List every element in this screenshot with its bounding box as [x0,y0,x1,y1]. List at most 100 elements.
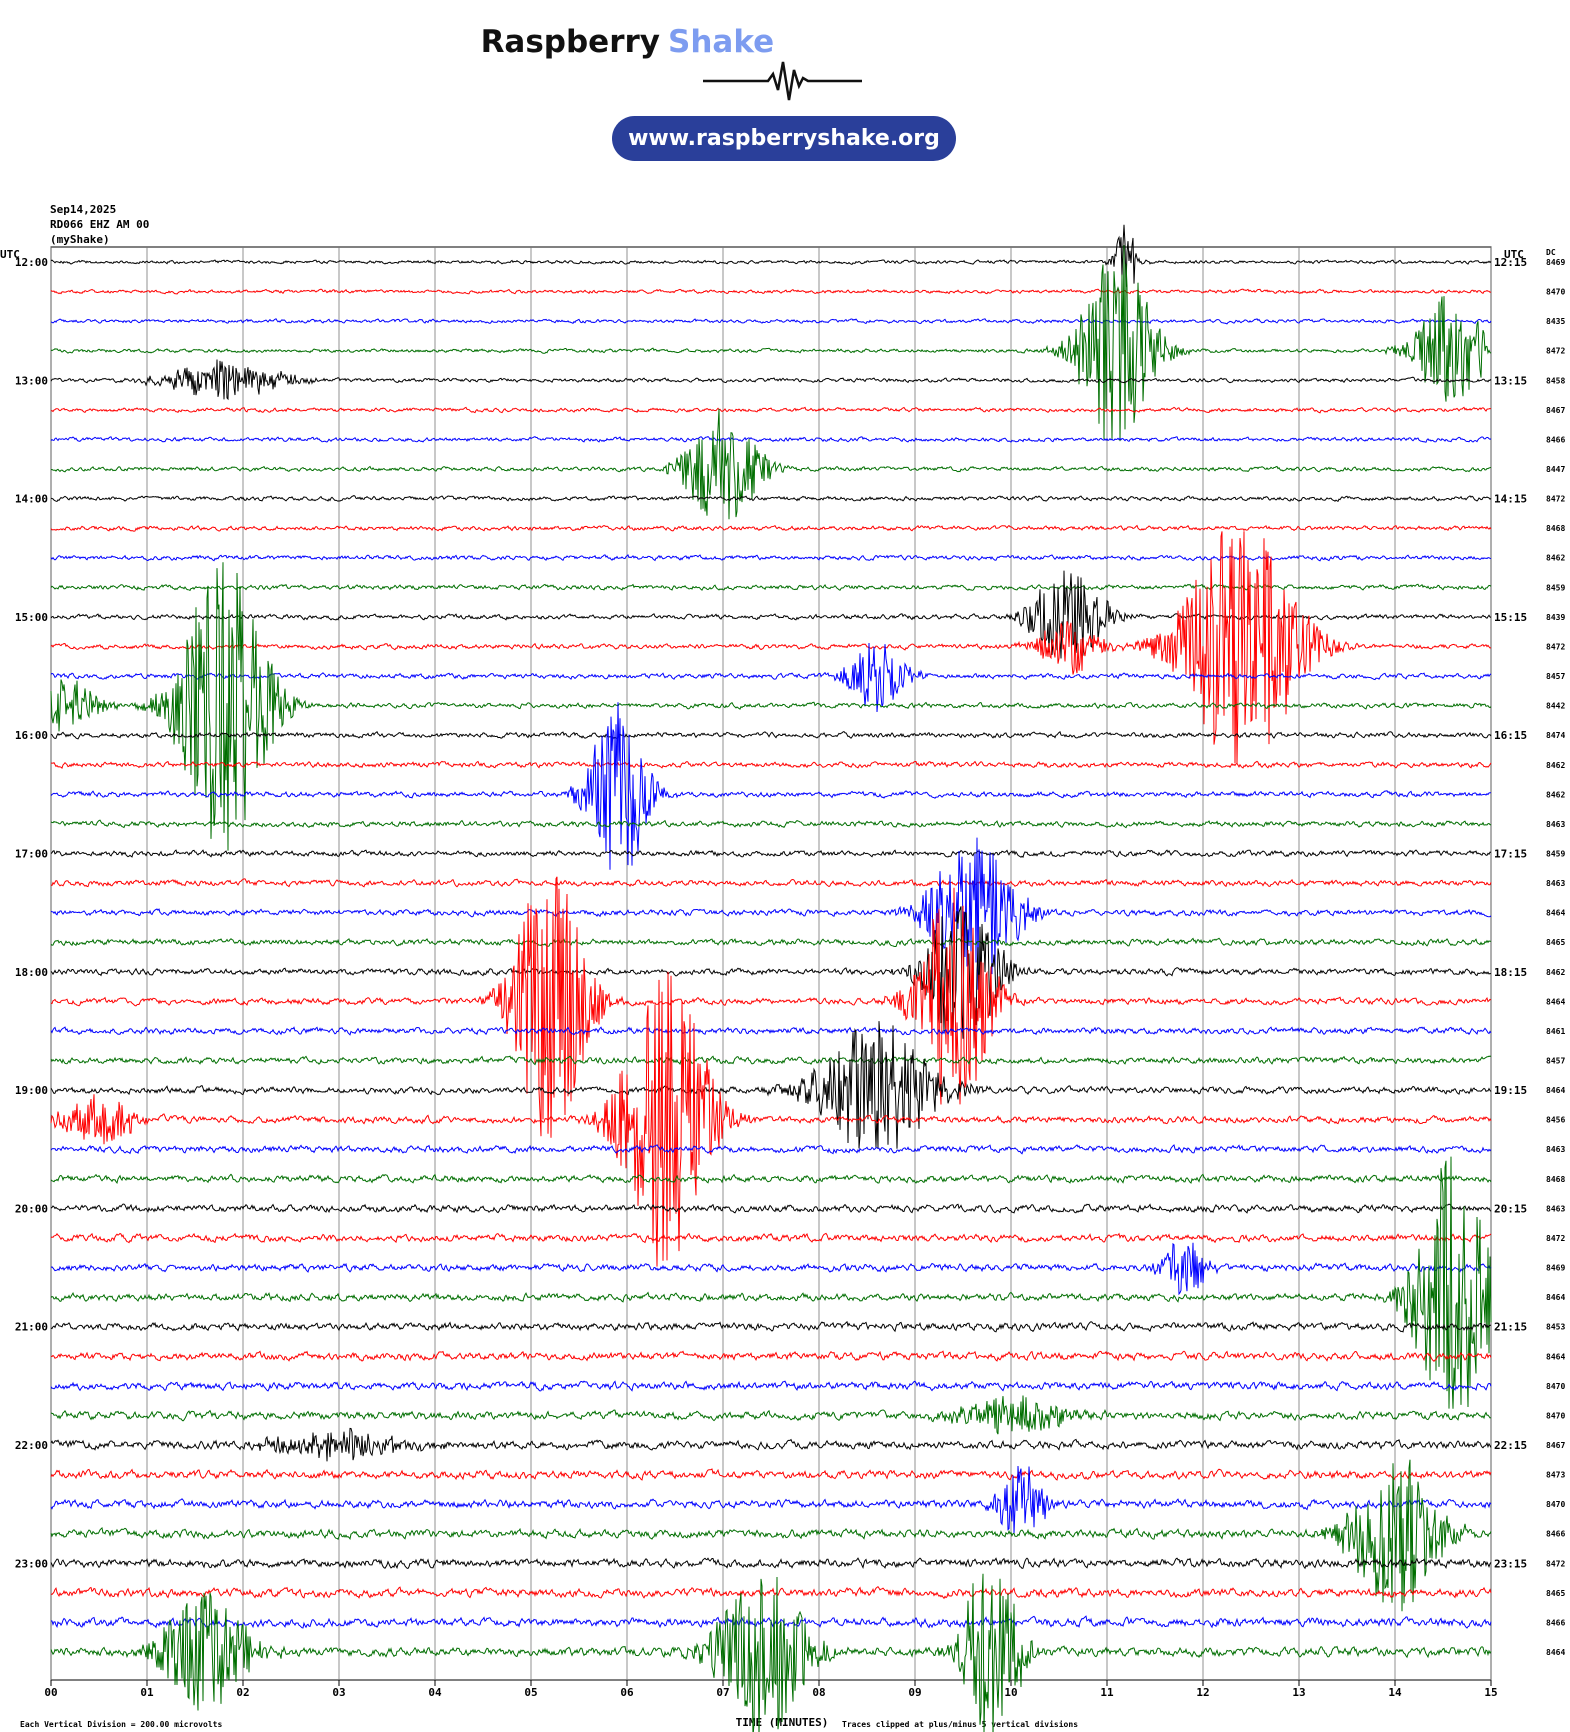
dc-value: 8470 [1546,1411,1565,1420]
trace [50,524,1492,532]
left-time: 20:00 [15,1202,48,1215]
left-time: 18:00 [15,966,48,979]
x-tick-label: 08 [812,1686,825,1699]
x-tick-label: 07 [716,1686,729,1699]
dc-value: 8463 [1546,1145,1565,1154]
right-time: 21:15 [1494,1321,1527,1334]
dc-value: 8463 [1546,820,1565,829]
dc-value: 8439 [1546,613,1565,622]
dc-value: 8470 [1546,1382,1565,1391]
right-time: 22:15 [1494,1439,1527,1452]
x-tick-label: 15 [1484,1686,1497,1699]
x-tick-label: 14 [1388,1686,1402,1699]
x-tick-label: 12 [1196,1686,1209,1699]
trace [50,1320,1492,1333]
x-tick-label: 11 [1100,1686,1114,1699]
dc-value: 8472 [1546,347,1565,356]
trace [50,1350,1492,1363]
trace [50,1203,1492,1214]
dc-value: 8464 [1546,1352,1565,1361]
trace [50,436,1492,443]
left-time: 15:00 [15,611,48,624]
trace [50,1465,1492,1534]
dc-value: 8464 [1546,1086,1565,1095]
x-tick-label: 00 [44,1686,57,1699]
trace [50,318,1492,325]
trace [50,1026,1492,1036]
trace [50,819,1492,829]
dc-label: DC [1546,248,1556,257]
x-tick-label: 13 [1292,1686,1305,1699]
x-tick-label: 04 [428,1686,442,1699]
dc-value: 8472 [1546,1234,1565,1243]
dc-value: 8468 [1546,1175,1565,1184]
right-time: 13:15 [1494,374,1527,387]
dc-value: 8459 [1546,849,1565,858]
info-date: Sep14,2025 [50,203,116,216]
trace [50,1573,1492,1732]
trace [50,878,1492,888]
trace [50,642,1492,713]
url-pill[interactable] [612,116,956,161]
trace [50,583,1492,592]
trace [50,1173,1492,1184]
trace [50,876,1492,1138]
dc-value: 8470 [1546,1500,1565,1509]
dc-value: 8468 [1546,524,1565,533]
dc-value: 8473 [1546,1471,1565,1480]
trace [50,562,1492,851]
logo-squiggle [703,61,862,101]
dc-value: 8466 [1546,1618,1565,1627]
trace [50,1156,1492,1409]
trace [50,406,1492,414]
brand-name: Raspberry [481,24,660,60]
dc-value: 8465 [1546,1589,1565,1598]
url-text[interactable]: www.raspberryshake.org [628,126,940,151]
info-station: RD066 EHZ AM 00 [50,218,149,231]
brand-accent: Shake [668,24,774,60]
dc-value: 8435 [1546,317,1565,326]
trace [50,359,1492,401]
dc-value: 8472 [1546,642,1565,651]
left-time: 14:00 [15,493,48,506]
dc-value: 8470 [1546,288,1565,297]
trace [50,1427,1492,1462]
dc-value: 8472 [1546,495,1565,504]
right-time: 15:15 [1494,611,1527,624]
trace [50,1144,1492,1155]
dc-value: 8456 [1546,1116,1565,1125]
dc-value: 8464 [1546,909,1565,918]
left-time: 22:00 [15,1439,48,1452]
dc-value: 8462 [1546,968,1565,977]
dc-value: 8469 [1546,258,1565,267]
x-tick-label: 05 [524,1686,537,1699]
trace [50,1055,1492,1066]
right-time: 14:15 [1494,493,1527,506]
dc-value: 8474 [1546,731,1565,740]
trace [50,495,1492,502]
right-time: 16:15 [1494,729,1527,742]
right-time: 17:15 [1494,847,1527,860]
trace [50,554,1492,562]
dc-value: 8447 [1546,465,1565,474]
dc-value: 8462 [1546,790,1565,799]
dc-value: 8462 [1546,761,1565,770]
dc-value: 8464 [1546,1648,1565,1657]
left-time: 17:00 [15,847,48,860]
scale-note: Each Vertical Division = 200.00 microvol… [20,1719,222,1729]
trace [50,760,1492,769]
right-time: 23:15 [1494,1557,1527,1570]
dc-value: 8466 [1546,1530,1565,1539]
trace [50,837,1492,990]
trace [50,1459,1492,1612]
dc-value: 8467 [1546,406,1565,415]
trace [50,570,1492,659]
trace [50,1021,1492,1149]
trace [50,531,1492,764]
trace [50,702,1492,870]
trace [50,224,1492,287]
left-time: 19:00 [15,1084,48,1097]
clip-note: Traces clipped at plus/minus 5 vertical … [842,1719,1078,1729]
trace [50,1586,1492,1600]
